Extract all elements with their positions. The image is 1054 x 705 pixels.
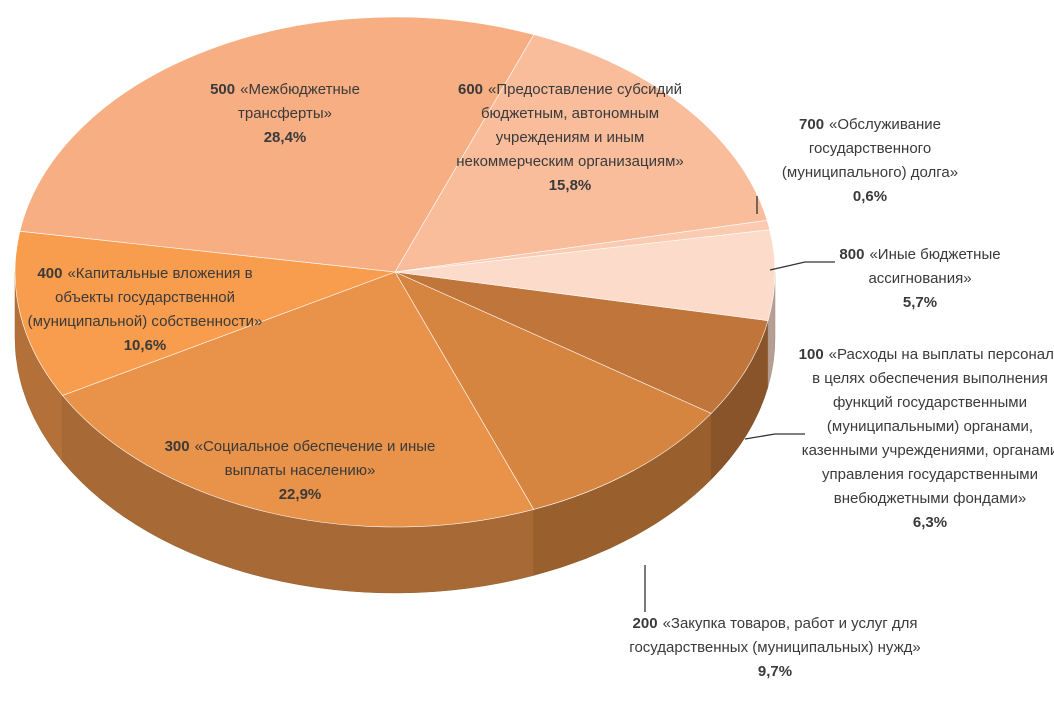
slice [19,16,535,273]
slice-label: 200 «Закупка товаров, работ и услуг для г… [625,612,925,684]
category-name: «Капитальные вложения в объекты государс… [27,265,263,330]
value-label: 5,7% [902,294,938,311]
slice [394,271,769,414]
category-code: 100 [798,346,824,363]
category-name: «Социальное обеспечение и иные выплаты н… [194,438,436,479]
value-label: 15,8% [548,177,592,194]
category-code: 400 [37,265,63,282]
slice [394,229,776,321]
slice [394,271,712,510]
slice-label: 800 «Иные бюджетные ассигнования» 5,7% [820,243,1020,315]
slice-label: 700 «Обслуживание государственного (муниц… [765,113,975,209]
slice-label: 100 «Расходы на выплаты персоналу в целях… [795,343,1054,535]
value-label: 22,9% [278,486,322,503]
category-code: 300 [164,438,190,455]
value-label: 0,6% [852,188,888,205]
slice-label: 300 «Социальное обеспечение и иные выплат… [150,435,450,507]
leader-line [744,433,805,440]
slice [394,34,768,273]
category-code: 800 [839,246,865,263]
value-label: 9,7% [757,663,793,680]
value-label: 10,6% [123,337,167,354]
category-name: «Межбюджетные трансферты» [237,81,360,122]
slice-label: 400 «Капитальные вложения в объекты госуд… [10,262,280,358]
category-name: «Обслуживание государственного (муниципа… [781,116,959,181]
slice [62,271,535,528]
category-code: 500 [210,81,236,98]
category-code: 200 [632,615,658,632]
category-name: «Иные бюджетные ассигнования» [868,246,1001,287]
value-label: 28,4% [263,129,307,146]
slice [14,230,396,396]
category-name: «Предоставление субсидий бюджетным, авто… [456,81,684,170]
category-name: «Расходы на выплаты персоналу в целях об… [801,346,1054,507]
category-code: 700 [799,116,825,133]
category-code: 600 [457,81,484,98]
leader-line [769,261,835,271]
category-name: «Закупка товаров, работ и услуг для госу… [629,615,921,656]
slice-label: 500 «Межбюджетные трансферты» 28,4% [185,78,385,150]
value-label: 6,3% [912,514,948,531]
slice-label: 600 «Предоставление субсидий бюджетным, а… [445,78,695,198]
